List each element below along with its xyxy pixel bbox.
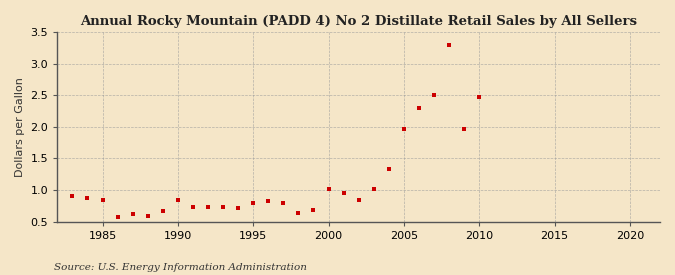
Point	[157, 209, 168, 213]
Point	[188, 205, 198, 209]
Point	[398, 126, 409, 131]
Point	[278, 200, 289, 205]
Point	[443, 42, 454, 47]
Point	[338, 191, 349, 196]
Point	[429, 92, 439, 97]
Point	[202, 204, 213, 209]
Point	[383, 166, 394, 171]
Point	[67, 194, 78, 199]
Point	[369, 187, 379, 191]
Point	[142, 214, 153, 218]
Point	[217, 205, 228, 209]
Point	[97, 197, 108, 202]
Y-axis label: Dollars per Gallon: Dollars per Gallon	[15, 77, 25, 177]
Point	[353, 197, 364, 202]
Point	[173, 197, 184, 202]
Point	[112, 215, 123, 219]
Point	[248, 200, 259, 205]
Point	[82, 196, 93, 200]
Point	[323, 187, 334, 192]
Title: Annual Rocky Mountain (PADD 4) No 2 Distillate Retail Sales by All Sellers: Annual Rocky Mountain (PADD 4) No 2 Dist…	[80, 15, 637, 28]
Point	[459, 127, 470, 131]
Point	[293, 211, 304, 216]
Point	[474, 95, 485, 99]
Point	[414, 106, 425, 110]
Point	[233, 206, 244, 210]
Point	[308, 208, 319, 213]
Point	[128, 212, 138, 216]
Point	[263, 199, 273, 204]
Text: Source: U.S. Energy Information Administration: Source: U.S. Energy Information Administ…	[54, 263, 307, 272]
